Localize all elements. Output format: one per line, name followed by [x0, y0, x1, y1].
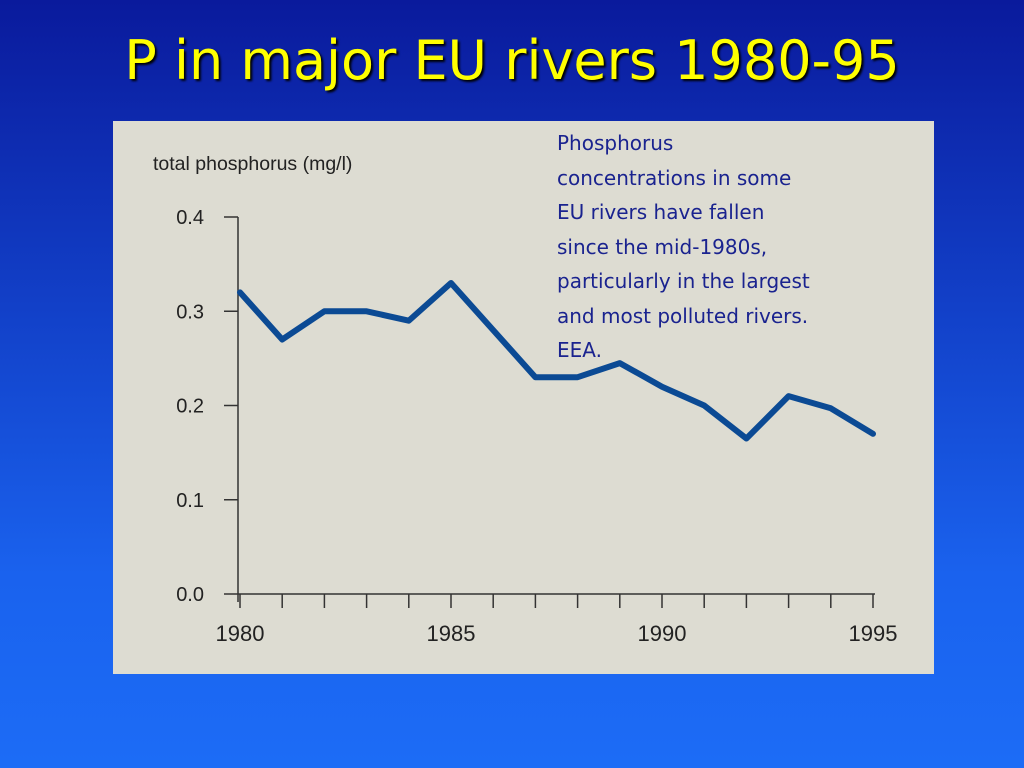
tick-labels: 0.0 0.1 0.2 0.3 0.4 1980 1985 1990 1995: [176, 207, 897, 646]
axes: [224, 216, 875, 608]
y-tick-label: 0.1: [176, 490, 204, 512]
x-tick-label: 1980: [216, 621, 265, 646]
x-tick-label: 1995: [849, 621, 898, 646]
y-tick-label: 0.2: [176, 396, 204, 418]
phosphorus-line-chart: 0.0 0.1 0.2 0.3 0.4 1980 1985 1990 1995: [176, 207, 897, 646]
slide-title: P in major EU rivers 1980-95: [124, 29, 900, 92]
y-axis-label: total phosphorus (mg/l): [153, 153, 353, 175]
series-line: [237, 280, 876, 442]
x-tick-label: 1990: [638, 621, 687, 646]
y-tick-label: 0.4: [176, 207, 204, 229]
x-tick-label: 1985: [427, 621, 476, 646]
chart-panel: 0.0 0.1 0.2 0.3 0.4 1980 1985 1990 1995 total ph…: [113, 121, 934, 674]
y-tick-label: 0.0: [176, 584, 204, 606]
caption-text: Phosphorus concentrations in some EU riv…: [557, 131, 810, 362]
series-lines: [237, 280, 876, 442]
y-tick-label: 0.3: [176, 301, 204, 323]
